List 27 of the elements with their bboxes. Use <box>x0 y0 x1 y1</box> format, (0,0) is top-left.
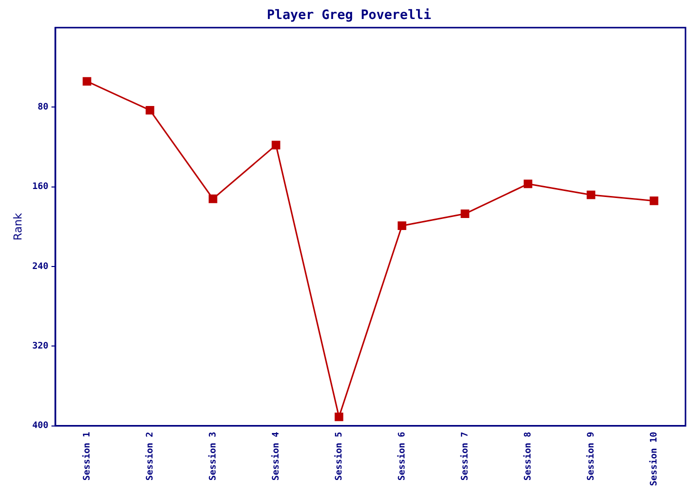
y-tick-label: 80 <box>38 102 48 113</box>
y-tick-label: 320 <box>32 342 48 352</box>
x-tick-label: Session 1 <box>81 432 92 481</box>
x-tick-label: Session 3 <box>207 432 218 481</box>
x-tick-label: Session 10 <box>648 432 660 486</box>
point <box>398 221 406 230</box>
x-tick-label: Session 6 <box>396 432 408 481</box>
x-tick-label: Session 7 <box>459 432 470 481</box>
x-tick-label: Session 4 <box>270 431 282 481</box>
x-tick-label: Session 8 <box>522 432 534 481</box>
y-tick-label: 400 <box>32 421 48 432</box>
point <box>272 140 280 150</box>
point <box>82 77 92 86</box>
x-tick-label: Session 2 <box>144 432 156 481</box>
point <box>208 194 218 204</box>
point <box>460 209 470 218</box>
point <box>524 180 532 188</box>
point <box>334 412 344 422</box>
point <box>650 196 658 206</box>
y-tick-label: 160 <box>32 182 48 192</box>
y-axis-title: Rank <box>11 212 24 240</box>
point <box>586 190 596 200</box>
point <box>146 106 154 115</box>
x-tick-label: Session 9 <box>585 432 596 481</box>
x-tick-label: Session 5 <box>333 432 344 481</box>
y-tick-label: 240 <box>32 262 48 272</box>
chart-title: Player Greg Poverelli <box>266 8 432 24</box>
